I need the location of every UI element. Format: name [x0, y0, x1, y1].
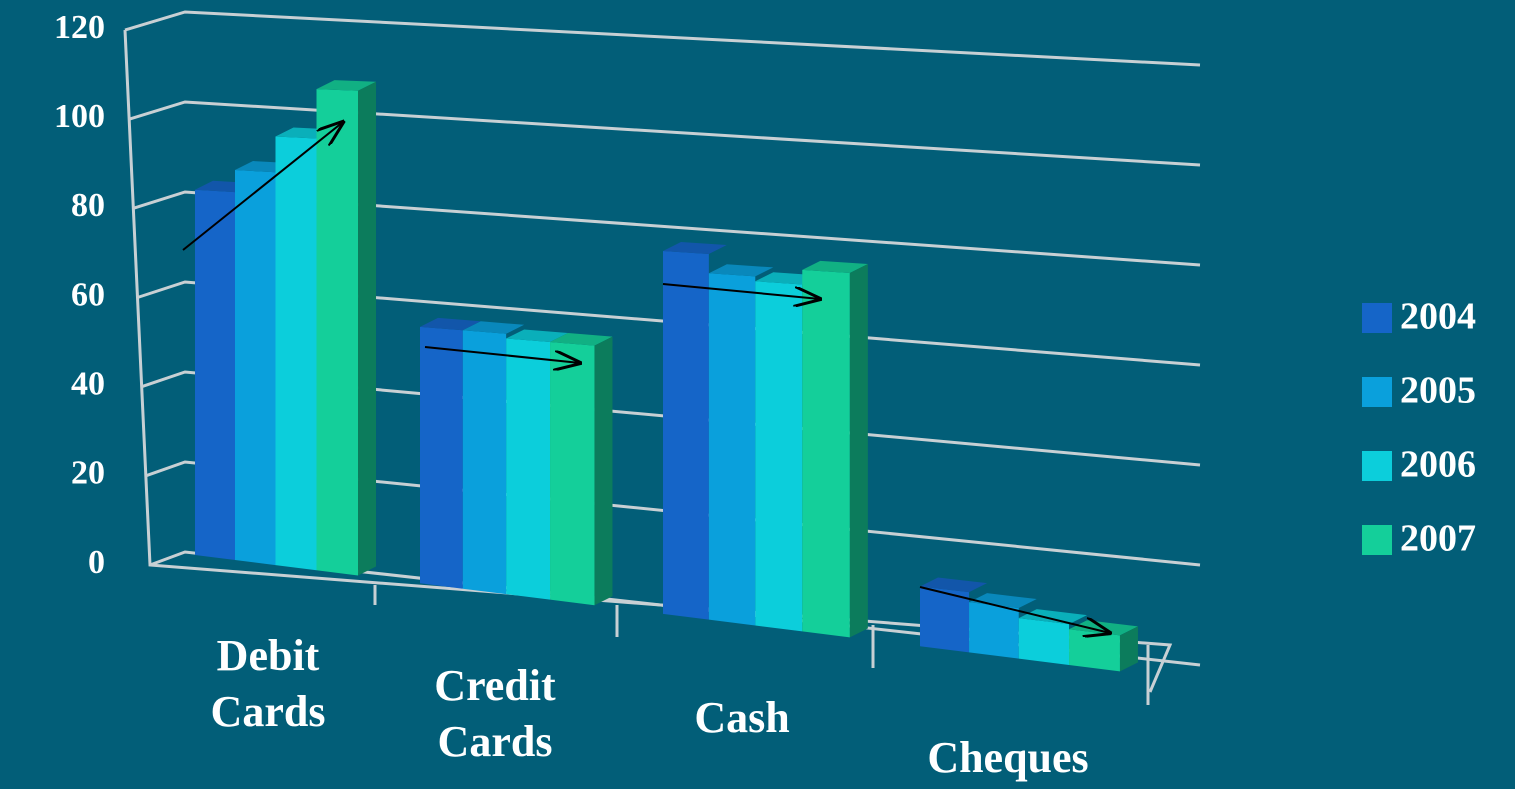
- grid-line: [128, 100, 1201, 167]
- bar-front: [316, 89, 359, 576]
- y-tick-label: 80: [71, 187, 105, 224]
- legend-swatch: [1362, 525, 1392, 555]
- y-tick-label: 40: [71, 365, 105, 402]
- frame: [123, 29, 1173, 705]
- y-tick-label: 20: [71, 455, 105, 492]
- legend-label: 2004: [1400, 296, 1476, 338]
- legend-label: 2006: [1400, 444, 1476, 486]
- legend-swatch: [1362, 451, 1392, 481]
- bar-top: [506, 329, 569, 343]
- x-tick-label: Credit Cards: [434, 661, 556, 766]
- bar-front: [755, 281, 803, 632]
- bar-top: [1018, 609, 1088, 625]
- bar-front: [550, 342, 595, 606]
- bar: [1018, 609, 1088, 665]
- bar-front: [969, 602, 1019, 659]
- bar-top: [663, 242, 727, 255]
- y-tick-label: 0: [88, 544, 105, 581]
- bar-front: [1018, 618, 1070, 665]
- bar-front: [462, 330, 507, 595]
- bar-front: [802, 269, 850, 638]
- category-separators: [373, 585, 1150, 705]
- bar: [663, 242, 727, 620]
- bar-top: [420, 317, 481, 331]
- bar-top: [969, 593, 1037, 609]
- bar-side: [358, 81, 377, 576]
- bar-top: [462, 321, 525, 334]
- bar: [420, 317, 481, 589]
- bar-side: [1119, 626, 1138, 672]
- bar-top: [920, 577, 988, 593]
- legend-label: 2007: [1400, 518, 1476, 560]
- bar-top: [802, 260, 868, 274]
- y-tick-label: 60: [71, 276, 105, 313]
- bar: [506, 329, 569, 600]
- x-tick-label: Cheques: [927, 733, 1088, 782]
- trend-arrow: [662, 283, 820, 299]
- bar-top: [316, 80, 377, 91]
- bars: [195, 80, 1138, 672]
- trend-arrow: [182, 122, 343, 251]
- bar-front: [195, 189, 235, 561]
- bar-side: [594, 336, 613, 606]
- bar-front: [663, 251, 709, 620]
- bar-front: [708, 273, 756, 626]
- grid: [124, 10, 1201, 667]
- legend-swatch: [1362, 303, 1392, 333]
- bar-front: [506, 338, 551, 600]
- grid-line: [124, 10, 1201, 67]
- bar-front: [920, 586, 970, 653]
- trend-arrows: [182, 122, 1110, 633]
- bar: [920, 577, 988, 653]
- bar-front: [275, 136, 317, 571]
- legend-swatch: [1362, 377, 1392, 407]
- y-tick-label: 100: [54, 98, 105, 135]
- bar-front: [235, 170, 276, 566]
- bar-front: [1069, 629, 1120, 672]
- labels: 0 20 40 60 80 100 120 Debit Cards Credit Cards Cash…: [54, 9, 1476, 782]
- bar: [316, 80, 377, 576]
- x-tick-label: Debit Cards: [211, 631, 326, 736]
- legend-label: 2005: [1400, 370, 1476, 412]
- y-tick-label: 120: [54, 9, 105, 46]
- bar-top: [550, 333, 613, 346]
- bar-front: [420, 326, 463, 589]
- trend-arrow: [424, 346, 580, 363]
- bar: [550, 333, 613, 606]
- bar-top: [708, 264, 774, 277]
- bar: [708, 264, 774, 626]
- bar: [802, 260, 868, 638]
- bar-side: [849, 264, 868, 638]
- trend-arrow: [919, 586, 1110, 633]
- x-tick-label: Cash: [694, 693, 789, 742]
- bar: [1069, 620, 1138, 672]
- bar: [462, 321, 525, 595]
- bar: [969, 593, 1037, 659]
- axis-frame: [123, 29, 1173, 693]
- grid-line: [132, 190, 1201, 267]
